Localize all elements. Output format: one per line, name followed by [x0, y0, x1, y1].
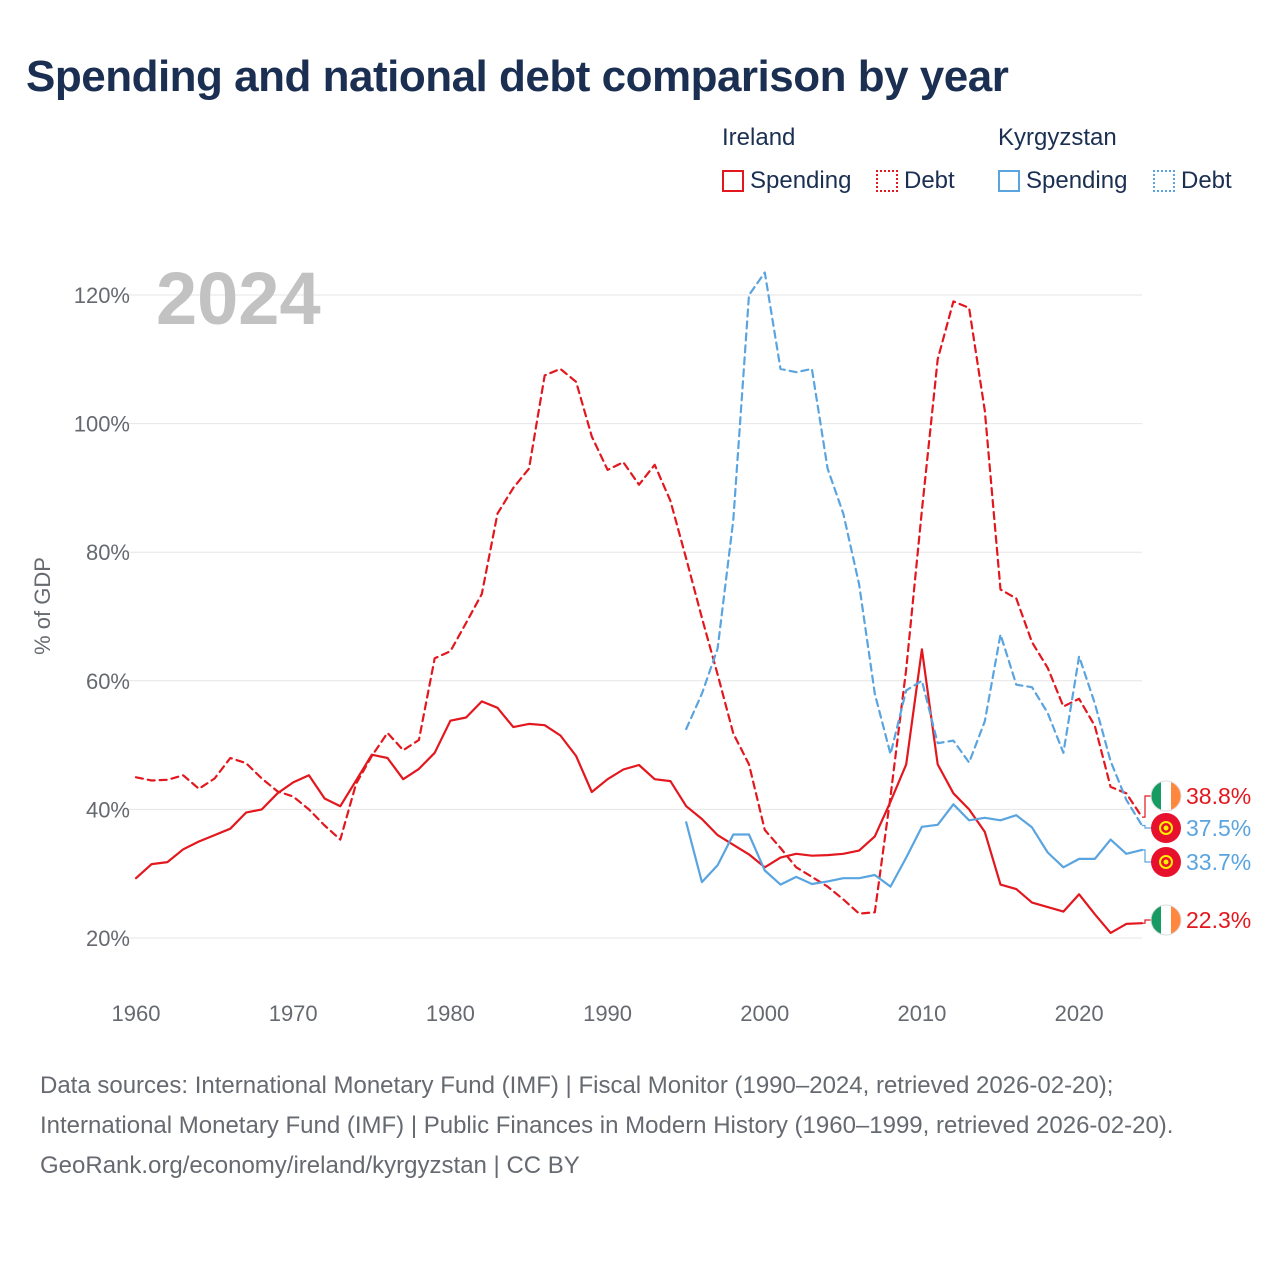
- y-tick-label: 120%: [74, 283, 130, 308]
- end-value-label: 38.8%: [1186, 783, 1251, 809]
- legend-kyrgyzstan-debt[interactable]: Debt: [1153, 166, 1232, 196]
- y-axis-label: % of GDP: [30, 557, 55, 655]
- series-line-ireland-debt: [134, 300, 1144, 915]
- x-tick-label: 2010: [897, 1001, 946, 1026]
- solid-line-swatch-icon: [998, 170, 1020, 192]
- legend-kyrgyzstan-spending[interactable]: Spending: [998, 166, 1127, 196]
- y-tick-label: 100%: [74, 412, 130, 437]
- legend-label: Debt: [1181, 167, 1232, 194]
- legend-group-kyrgyzstan: Kyrgyzstan: [998, 124, 1117, 151]
- x-tick-label: 2020: [1055, 1001, 1104, 1026]
- series-line-ireland-spending: [134, 648, 1144, 935]
- x-tick-label: 1990: [583, 1001, 632, 1026]
- label-leader-line: [1142, 919, 1152, 924]
- legend-ireland-spending[interactable]: Spending: [722, 166, 851, 196]
- y-tick-label: 80%: [86, 540, 130, 565]
- flag-border: [1150, 780, 1182, 812]
- ireland-flag-icon: [1151, 905, 1161, 935]
- ireland-flag-icon: [1171, 905, 1181, 935]
- flag-border: [1150, 904, 1182, 936]
- end-value-label: 22.3%: [1186, 907, 1251, 933]
- x-tick-label: 1970: [269, 1001, 318, 1026]
- label-leader-line: [1142, 795, 1152, 818]
- legend-label: Spending: [1026, 167, 1128, 194]
- credit-line: GeoRank.org/economy/ireland/kyrgyzstan |…: [40, 1152, 580, 1179]
- label-leader-line: [1142, 849, 1152, 863]
- series-line-kyrgyzstan-spending: [685, 803, 1144, 888]
- y-tick-label: 20%: [86, 926, 130, 951]
- chart-title: Spending and national debt comparison by…: [26, 52, 1009, 101]
- kyrgyzstan-sun-icon: [1159, 855, 1173, 869]
- legend-ireland-debt[interactable]: Debt: [876, 166, 955, 196]
- x-tick-label: 2000: [740, 1001, 789, 1026]
- legend-label: Debt: [904, 167, 955, 194]
- dotted-line-swatch-icon: [1153, 170, 1175, 192]
- legend-label: Spending: [750, 167, 852, 194]
- year-label: 2024: [156, 257, 321, 340]
- ireland-flag-icon: [1161, 781, 1171, 811]
- footer: Data sources: International Monetary Fun…: [40, 1066, 1240, 1186]
- end-value-label: 37.5%: [1186, 815, 1251, 841]
- ireland-flag-icon: [1161, 905, 1171, 935]
- data-sources: Data sources: International Monetary Fun…: [40, 1072, 1174, 1139]
- ireland-flag-icon: [1151, 781, 1161, 811]
- y-tick-label: 40%: [86, 797, 130, 822]
- series-line-kyrgyzstan-debt: [685, 271, 1144, 827]
- x-tick-label: 1980: [426, 1001, 475, 1026]
- x-tick-label: 1960: [112, 1001, 161, 1026]
- solid-line-swatch-icon: [722, 170, 744, 192]
- label-leader-line: [1142, 824, 1152, 829]
- y-tick-label: 60%: [86, 669, 130, 694]
- ireland-flag-icon: [1171, 781, 1181, 811]
- kyrgyzstan-sun-icon: [1163, 825, 1169, 831]
- line-chart: 20% 40% 60% 80% 100% 120% 1960 1970 1980 1990 2000…: [30, 257, 1251, 1026]
- dotted-line-swatch-icon: [876, 170, 898, 192]
- kyrgyzstan-sun-icon: [1159, 821, 1173, 835]
- legend-group-ireland: Ireland: [722, 124, 796, 151]
- end-value-label: 33.7%: [1186, 849, 1251, 875]
- kyrgyzstan-sun-icon: [1163, 859, 1169, 865]
